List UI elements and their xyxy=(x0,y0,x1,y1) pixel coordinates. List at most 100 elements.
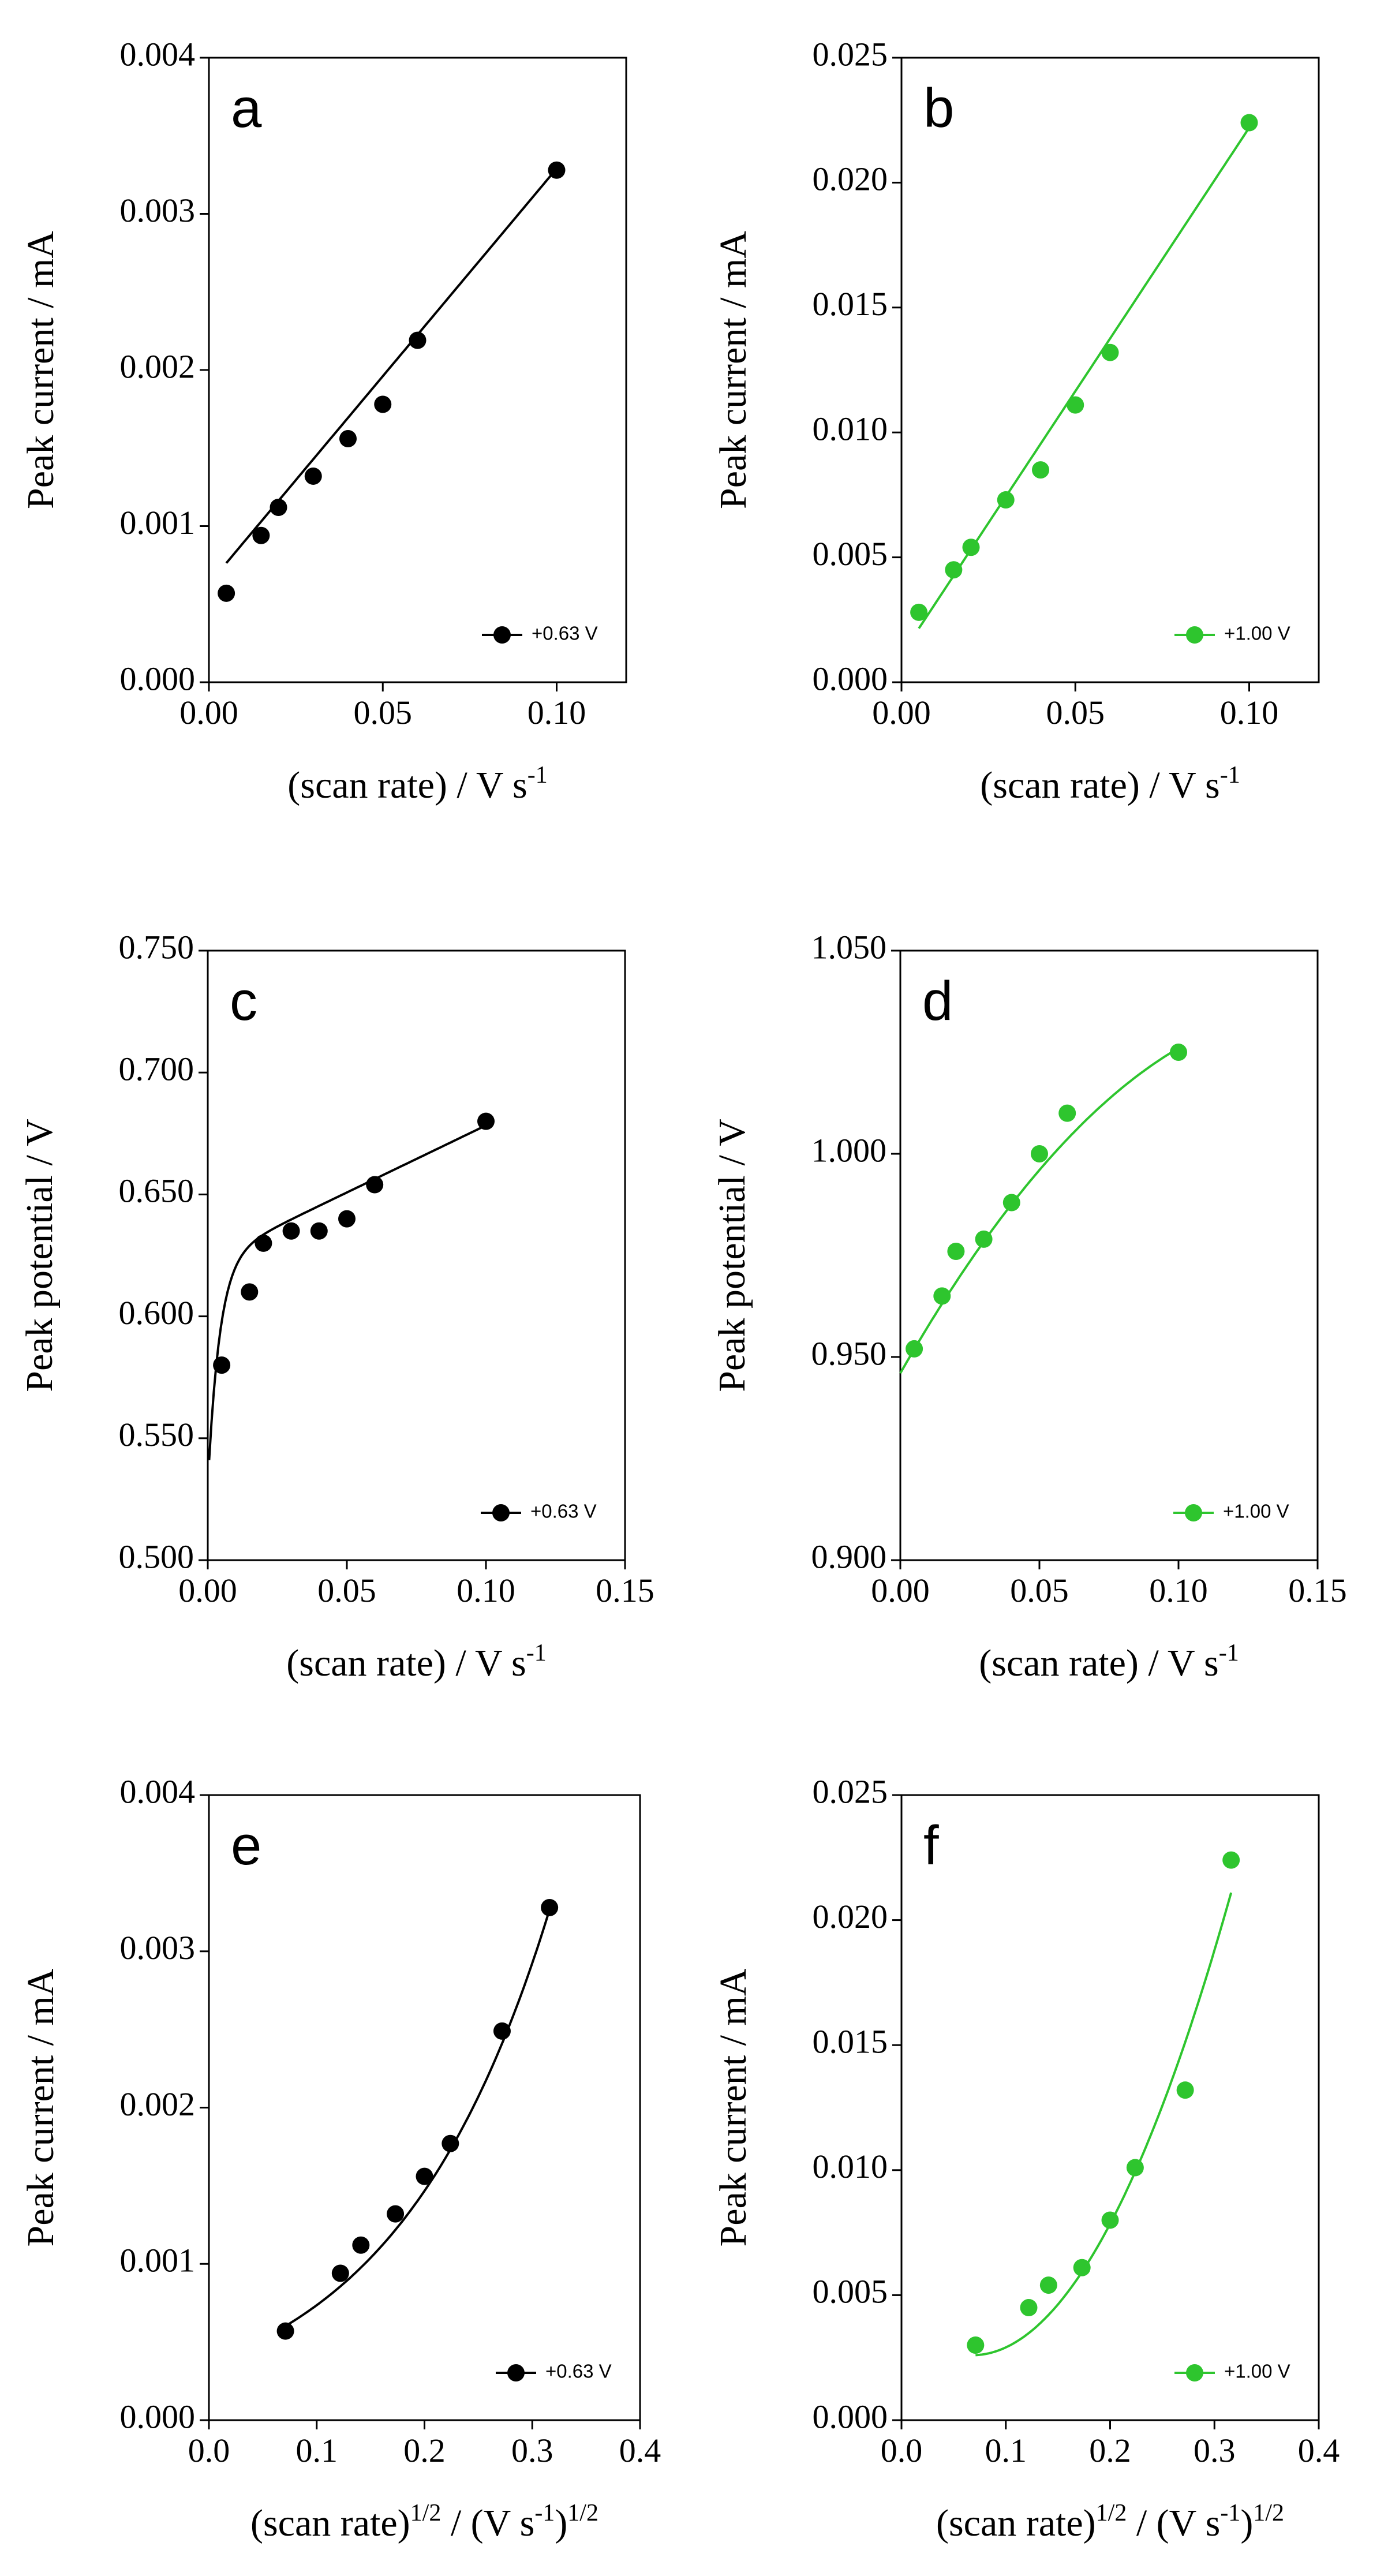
data-point xyxy=(997,491,1015,509)
panel-letter: b xyxy=(923,77,954,139)
panel-f: 0.000 0.005 0.010 0.015 0.020 0.025 0.0 0.1 0.2 0… xyxy=(712,1773,1340,2544)
data-point xyxy=(477,1112,495,1130)
legend-marker xyxy=(493,626,511,644)
fit-line xyxy=(225,167,558,564)
plot-frame xyxy=(899,949,1319,1561)
legend-marker xyxy=(1186,2364,1203,2381)
plot-frame xyxy=(208,1794,641,2421)
y-tick-label: 0.500 xyxy=(119,1538,194,1575)
data-point xyxy=(213,1356,231,1374)
panel-letter: f xyxy=(923,1815,939,1876)
data-point xyxy=(975,1230,993,1248)
y-tick-label: 0.005 xyxy=(813,535,888,573)
fit-line xyxy=(975,1892,1233,2357)
data-point xyxy=(339,430,357,448)
legend-marker xyxy=(1186,626,1203,644)
x-tick-label: 0.00 xyxy=(179,694,238,731)
y-tick-label: 0.600 xyxy=(119,1294,194,1332)
x-tick-label: 0.10 xyxy=(527,694,586,731)
x-tick-label: 0.0 xyxy=(881,2432,923,2469)
panel-b: 0.000 0.005 0.010 0.015 0.020 0.025 0.00 0.05 0.… xyxy=(712,35,1320,806)
y-axis-title: Peak current / mA xyxy=(712,1968,754,2246)
data-point xyxy=(1020,2299,1038,2317)
x-tick-label: 0.3 xyxy=(511,2432,553,2469)
data-point xyxy=(1067,396,1084,414)
data-point xyxy=(338,1210,356,1228)
data-point xyxy=(933,1287,951,1305)
y-tick-label: 0.650 xyxy=(119,1172,194,1210)
legend-marker xyxy=(1185,1504,1202,1521)
x-tick-label: 0.2 xyxy=(403,2432,446,2469)
legend-label: +1.00 V xyxy=(1224,2361,1290,2382)
panel-c: 0.500 0.550 0.600 0.650 0.700 0.750 0.00 0.05 0.… xyxy=(18,928,654,1684)
data-point xyxy=(906,1340,923,1358)
data-point xyxy=(1032,461,1049,479)
y-tick-label: 0.004 xyxy=(120,35,196,73)
data-point xyxy=(1002,1194,1020,1212)
y-axis-title: Peak potential / V xyxy=(711,1119,753,1392)
x-tick-label: 0.00 xyxy=(178,1572,237,1609)
x-tick-label: 0.10 xyxy=(1220,694,1279,731)
x-axis-title: (scan rate)1/2 / (V s-1)1/2 xyxy=(936,2500,1284,2544)
x-tick-label: 0.2 xyxy=(1089,2432,1131,2469)
y-tick-label: 0.000 xyxy=(813,660,888,697)
data-point xyxy=(374,395,392,413)
data-point xyxy=(1126,2159,1144,2177)
data-point xyxy=(1039,2276,1057,2294)
y-tick-label: 0.010 xyxy=(813,2148,888,2185)
plot-frame xyxy=(207,949,626,1561)
y-tick-label: 0.000 xyxy=(813,2398,888,2435)
legend-marker xyxy=(492,1504,510,1521)
y-tick-label: 0.010 xyxy=(813,410,888,448)
x-tick-label: 0.1 xyxy=(985,2432,1027,2469)
data-point xyxy=(945,561,963,579)
x-axis-title: (scan rate) / V s-1 xyxy=(980,762,1240,806)
x-tick-label: 0.1 xyxy=(296,2432,338,2469)
x-tick-label: 0.3 xyxy=(1194,2432,1236,2469)
data-point xyxy=(331,2264,349,2282)
y-tick-label: 0.025 xyxy=(813,1773,888,1810)
y-tick-label: 0.025 xyxy=(813,35,888,73)
x-tick-label: 0.05 xyxy=(1046,694,1105,731)
panel-e: 0.000 0.001 0.002 0.003 0.004 0.0 0.1 0.2 0.3 0.4… xyxy=(20,1773,661,2544)
legend-label: +0.63 V xyxy=(545,2361,612,2382)
data-point xyxy=(1240,114,1258,132)
data-point xyxy=(548,161,566,179)
x-axis-title: (scan rate) / V s-1 xyxy=(979,1640,1239,1684)
y-tick-label: 0.002 xyxy=(120,347,196,385)
data-point xyxy=(910,603,928,621)
x-tick-label: 0.05 xyxy=(1010,1572,1069,1609)
legend-label: +0.63 V xyxy=(532,623,598,644)
y-tick-label: 0.020 xyxy=(813,1898,888,1935)
y-tick-label: 0.900 xyxy=(811,1538,887,1575)
data-point xyxy=(1058,1104,1076,1122)
panel-letter: a xyxy=(231,77,262,139)
data-point xyxy=(282,1222,300,1240)
data-point xyxy=(241,1283,259,1301)
data-point xyxy=(493,2022,511,2040)
y-axis-title: Peak current / mA xyxy=(20,1968,62,2246)
data-point xyxy=(366,1176,384,1194)
y-tick-label: 1.000 xyxy=(811,1131,887,1169)
legend-label: +0.63 V xyxy=(530,1501,597,1522)
legend-marker xyxy=(507,2364,525,2381)
data-point xyxy=(310,1222,328,1240)
data-point xyxy=(416,2167,433,2185)
y-tick-label: 0.750 xyxy=(119,928,194,966)
y-tick-label: 0.700 xyxy=(119,1050,194,1088)
x-tick-label: 0.10 xyxy=(457,1572,515,1609)
data-point xyxy=(218,584,235,602)
x-tick-label: 0.05 xyxy=(354,694,413,731)
y-tick-label: 0.550 xyxy=(119,1416,194,1453)
data-point xyxy=(409,331,427,349)
data-point xyxy=(255,1234,272,1252)
y-tick-label: 0.000 xyxy=(120,660,196,697)
data-point xyxy=(1176,2081,1194,2099)
y-tick-label: 0.015 xyxy=(813,2023,888,2061)
y-tick-label: 0.003 xyxy=(120,192,196,229)
x-axis-title: (scan rate) / V s-1 xyxy=(286,1640,546,1684)
x-tick-label: 0.4 xyxy=(619,2432,661,2469)
x-axis-title: (scan rate)1/2 / (V s-1)1/2 xyxy=(250,2500,598,2544)
legend-label: +1.00 V xyxy=(1224,623,1290,644)
